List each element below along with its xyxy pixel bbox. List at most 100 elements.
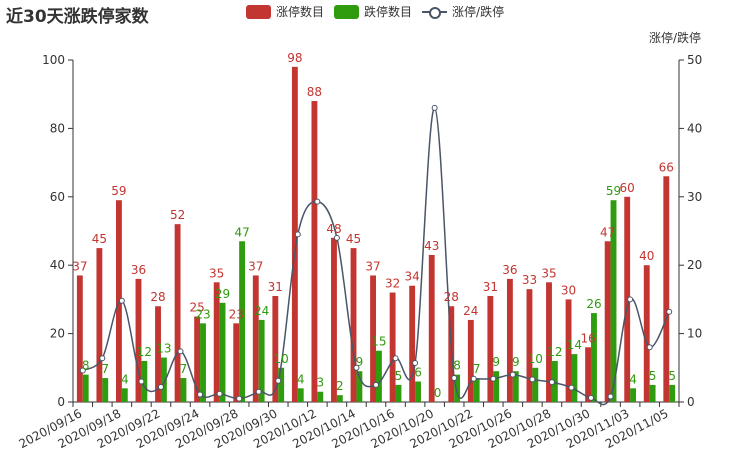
bar-limit-down: [219, 302, 226, 402]
data-label-limit-up: 25: [189, 301, 204, 315]
data-label-limit-down: 10: [274, 352, 289, 366]
y-right-tick-label: 10: [687, 327, 702, 341]
ratio-point: [177, 348, 184, 355]
y-right-tick-label: 20: [687, 258, 702, 272]
ratio-point: [568, 384, 575, 391]
ratio-point: [79, 367, 86, 374]
data-label-limit-up: 28: [444, 290, 459, 304]
bar-limit-up: [487, 295, 494, 402]
bar-limit-down: [336, 395, 343, 402]
data-label-limit-up: 31: [268, 280, 283, 294]
legend-item-limit-up[interactable]: 涨停数目: [246, 3, 324, 20]
legend-label-ratio: 涨停/跌停: [452, 5, 505, 19]
y-left-tick-label: 20: [50, 327, 65, 341]
data-label-limit-down: 59: [606, 184, 621, 198]
bar-limit-down: [200, 323, 206, 402]
data-label-limit-down: 14: [567, 338, 582, 352]
bar-limit-down: [630, 388, 636, 402]
bar-limit-down: [356, 371, 363, 402]
data-label-limit-down: 26: [586, 297, 601, 311]
ratio-point: [255, 388, 262, 395]
ratio-point: [588, 394, 595, 401]
bar-limit-down: [297, 388, 304, 402]
data-label-limit-down: 29: [215, 287, 230, 301]
ratio-point: [275, 377, 282, 384]
ratio-point: [646, 344, 653, 351]
bar-limit-down: [493, 371, 500, 402]
data-label-limit-up: 60: [620, 181, 635, 195]
legend-item-limit-down[interactable]: 跌停数目: [334, 3, 412, 20]
ratio-point: [373, 381, 379, 388]
data-label-limit-down: 0: [434, 386, 442, 400]
data-label-limit-down: 12: [547, 345, 562, 359]
ratio-point: [333, 234, 340, 241]
bar-limit-down: [102, 378, 109, 402]
bar-limit-down: [239, 241, 246, 402]
bar-limit-down: [160, 357, 167, 402]
legend-line-marker: [422, 5, 448, 19]
bar-limit-up: [174, 224, 181, 402]
chart-title: 近30天涨跌停家数: [6, 7, 149, 27]
data-label-limit-down: 24: [254, 304, 269, 318]
data-label-limit-down: 10: [528, 352, 543, 366]
ratio-point: [490, 375, 497, 382]
bar-limit-down: [669, 384, 676, 402]
y-right-axis-label: 涨停/跌停: [649, 30, 701, 45]
ratio-point: [157, 383, 164, 390]
data-label-limit-down: 9: [492, 355, 500, 369]
bar-limit-up: [585, 347, 592, 402]
data-label-limit-up: 33: [522, 273, 537, 287]
ratio-point: [412, 360, 419, 367]
bar-limit-up: [663, 176, 670, 402]
ratio-point: [529, 376, 536, 383]
data-label-limit-up: 47: [600, 225, 615, 239]
bar-limit-up: [76, 275, 83, 402]
ratio-point: [294, 231, 301, 238]
legend-swatch-limit-up: [246, 4, 271, 19]
data-label-limit-down: 12: [137, 345, 152, 359]
bar-limit-down: [180, 378, 187, 402]
data-label-limit-up: 36: [502, 263, 517, 277]
y-left-tick-label: 40: [50, 258, 65, 272]
bar-limit-up: [252, 275, 259, 402]
data-label-limit-up: 32: [385, 277, 400, 291]
data-label-limit-down: 15: [371, 335, 386, 349]
y-left-tick-label: 80: [50, 121, 65, 135]
bar-limit-up: [233, 323, 240, 402]
bar-limit-down: [121, 388, 128, 402]
ratio-point: [607, 393, 614, 400]
data-label-limit-down: 7: [473, 362, 481, 376]
legend-label-limit-up: 涨停数目: [276, 5, 325, 19]
data-label-limit-up: 35: [209, 266, 224, 280]
data-label-limit-down: 4: [297, 372, 305, 386]
data-label-limit-down: 4: [121, 372, 129, 386]
data-label-limit-up: 98: [287, 51, 302, 65]
ratio-point: [392, 355, 399, 362]
bar-limit-up: [194, 316, 201, 402]
bar-limit-down: [473, 378, 480, 402]
data-label-limit-down: 8: [82, 359, 90, 373]
bar-limit-up: [643, 265, 650, 402]
legend[interactable]: 涨停数目 跌停数目 涨停/跌停: [246, 3, 514, 20]
bar-limit-down: [591, 313, 597, 402]
data-label-limit-down: 7: [101, 362, 109, 376]
bar-limit-up: [565, 299, 572, 402]
bar-limit-up: [604, 241, 611, 402]
bar-limit-down: [551, 360, 558, 402]
bar-limit-down: [376, 350, 382, 402]
data-label-limit-up: 23: [229, 307, 244, 321]
ratio-line-layer: [79, 104, 673, 406]
bar-limit-down: [512, 371, 519, 402]
data-label-limit-down: 8: [453, 359, 461, 373]
y-left-tick-label: 60: [50, 190, 65, 204]
data-label-limit-up: 34: [405, 270, 420, 284]
legend-item-ratio[interactable]: 涨停/跌停: [422, 3, 504, 20]
bar-limit-up: [331, 237, 337, 402]
ratio-point: [509, 371, 516, 378]
data-label-limit-up: 37: [365, 259, 380, 273]
bar-limit-up: [467, 319, 474, 402]
bar-limit-down: [454, 374, 461, 402]
data-label-limit-down: 9: [512, 355, 520, 369]
data-label-limit-up: 35: [541, 266, 556, 280]
data-label-limit-up: 66: [659, 160, 674, 174]
